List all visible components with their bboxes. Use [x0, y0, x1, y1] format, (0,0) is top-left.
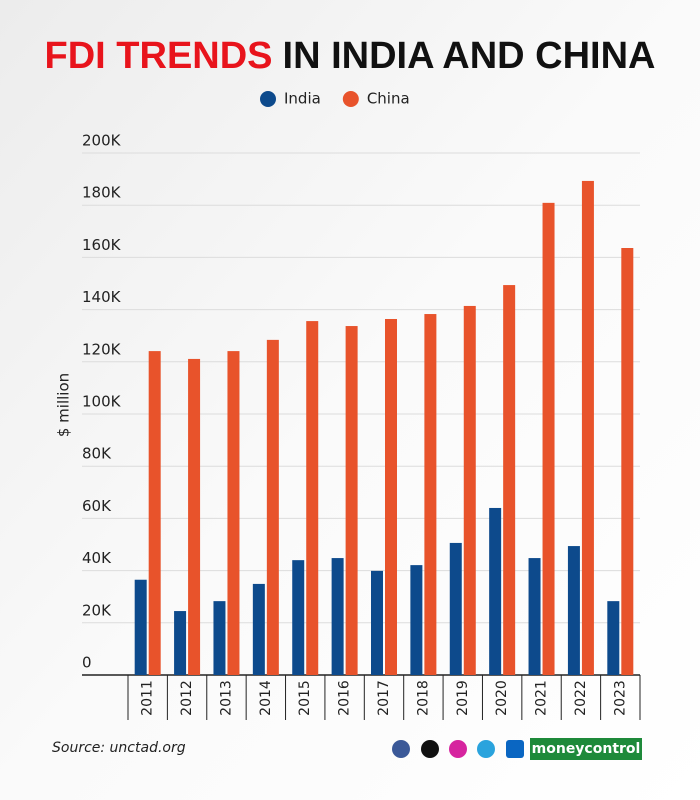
- bar: [227, 351, 240, 675]
- bar: [371, 570, 383, 675]
- x-tick-label: 2020: [494, 680, 510, 716]
- icon: [506, 740, 524, 758]
- brand: moneycontrol: [532, 741, 641, 757]
- icon: [392, 740, 410, 758]
- icon: [477, 740, 495, 758]
- x-tick-label: 2015: [297, 680, 313, 716]
- y-tick-label: 120K: [82, 340, 122, 358]
- bar: [134, 579, 147, 675]
- bar: [542, 202, 555, 675]
- bar: [385, 318, 397, 675]
- y-tick-label: 160K: [82, 236, 122, 254]
- x-tick-label: 2011: [140, 680, 156, 716]
- y-tick-label: 20K: [82, 601, 112, 619]
- x-tick-label: 2019: [455, 680, 471, 716]
- bar: [174, 611, 187, 675]
- bar: [345, 326, 358, 675]
- brand-box: [530, 738, 642, 760]
- y-tick-label: 140K: [82, 288, 122, 306]
- source: Source: unctad.org: [52, 740, 186, 756]
- icon: [421, 740, 439, 758]
- chart-title: IN INDIA AND CHINA: [283, 35, 656, 77]
- x-tick-label: 2013: [218, 680, 234, 716]
- x-tick-label: 2018: [415, 680, 431, 716]
- bar: [252, 583, 265, 675]
- y-tick-label: 0: [82, 654, 92, 672]
- y-tick-label: 100K: [82, 393, 122, 411]
- bar: [607, 601, 620, 675]
- bar: [503, 285, 516, 675]
- bar: [581, 180, 594, 675]
- bar: [266, 339, 279, 675]
- bar: [424, 314, 437, 675]
- bar: [621, 248, 634, 675]
- x-tick-label: 2017: [376, 680, 392, 716]
- y-tick-label: 200K: [82, 132, 122, 150]
- icon: [449, 740, 467, 758]
- legend-marker: [342, 91, 359, 107]
- y-tick-label: 80K: [82, 445, 112, 463]
- x-tick-label: 2016: [337, 680, 353, 716]
- bar: [528, 558, 541, 675]
- x-tick-label: 2023: [612, 680, 628, 716]
- bar: [188, 358, 201, 675]
- bar: [567, 546, 580, 675]
- bar: [463, 305, 476, 675]
- legend-label: India: [284, 90, 321, 108]
- y-axis-label: $ million: [55, 373, 73, 437]
- bar: [148, 351, 161, 675]
- x-tick-label: 2022: [573, 680, 589, 716]
- x-tick-label: 2021: [534, 680, 550, 716]
- x-tick-label: 2014: [258, 680, 274, 716]
- y-tick-label: 60K: [82, 497, 112, 515]
- bar: [489, 507, 502, 675]
- bar: [213, 601, 226, 675]
- bar: [306, 321, 319, 675]
- bar: [331, 558, 344, 675]
- chart-title: FDI TRENDS: [45, 35, 273, 77]
- legend-label: China: [367, 90, 410, 108]
- bar: [410, 565, 423, 675]
- bar: [449, 542, 462, 675]
- y-tick-label: 180K: [82, 184, 122, 202]
- bar: [292, 560, 305, 675]
- legend-marker: [260, 91, 276, 107]
- x-tick-label: 2012: [179, 680, 195, 716]
- social-icons: [392, 740, 524, 758]
- y-tick-label: 40K: [82, 549, 112, 567]
